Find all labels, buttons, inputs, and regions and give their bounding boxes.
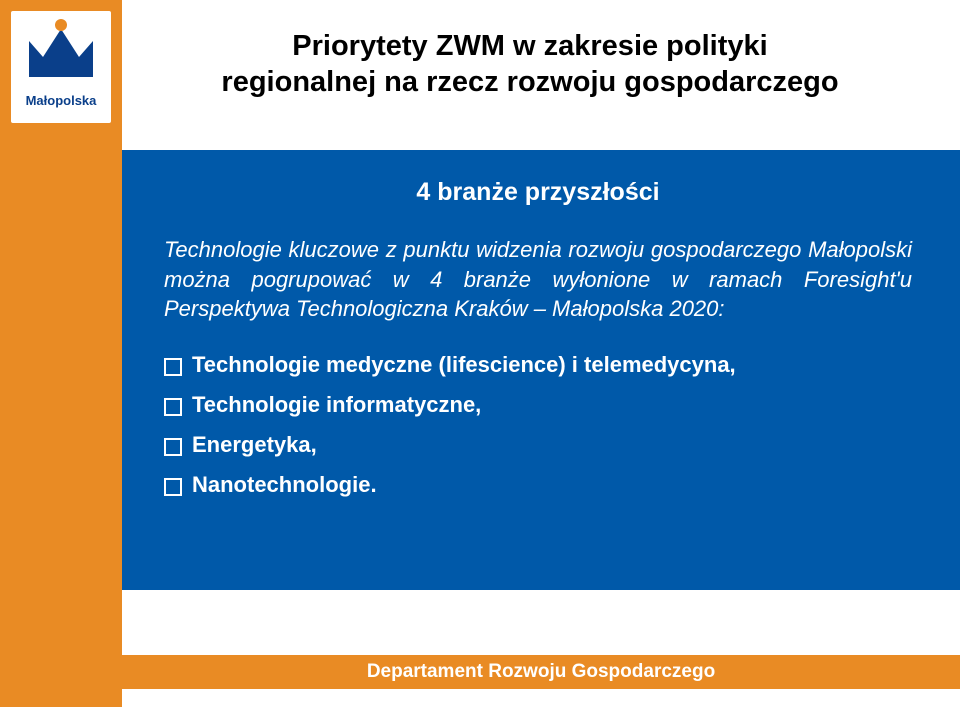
malopolska-crown-icon <box>11 11 111 91</box>
footer-bar: Departament Rozwoju Gospodarczego <box>122 655 960 689</box>
slide: Małopolska Priorytety ZWM w zakresie pol… <box>0 0 960 707</box>
sidebar: Małopolska <box>0 0 122 707</box>
title-line-1: Priorytety ZWM w zakresie polityki <box>292 30 767 62</box>
panel-subheading: 4 branże przyszłości <box>164 178 912 207</box>
logo: Małopolska <box>11 11 111 123</box>
content-panel: 4 branże przyszłości Technologie kluczow… <box>122 150 960 590</box>
bullet-item: Technologie medyczne (lifescience) i tel… <box>164 354 912 376</box>
bullet-list: Technologie medyczne (lifescience) i tel… <box>164 354 912 496</box>
logo-label: Małopolska <box>11 93 111 108</box>
bullet-item: Nanotechnologie. <box>164 474 912 496</box>
page-title: Priorytety ZWM w zakresie polityki regio… <box>170 28 890 101</box>
panel-paragraph: Technologie kluczowe z punktu widzenia r… <box>164 235 912 324</box>
bullet-item: Energetyka, <box>164 434 912 456</box>
title-line-2: regionalnej na rzecz rozwoju gospodarcze… <box>221 66 838 98</box>
bullet-item: Technologie informatyczne, <box>164 394 912 416</box>
